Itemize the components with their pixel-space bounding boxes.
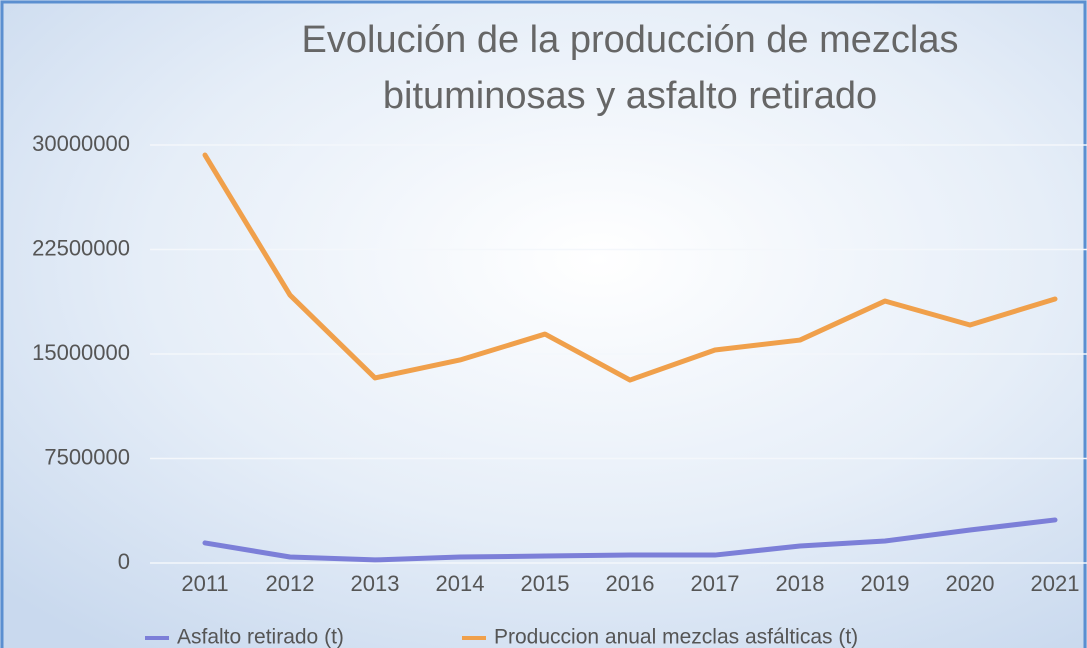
x-tick-label: 2021 bbox=[1031, 571, 1080, 596]
legend-label: Produccion anual mezclas asfálticas (t) bbox=[494, 626, 858, 648]
y-tick-label: 22500000 bbox=[32, 235, 130, 260]
x-tick-label: 2013 bbox=[351, 571, 400, 596]
legend-label: Asfalto retirado (t) bbox=[177, 626, 344, 648]
x-tick-label: 2020 bbox=[946, 571, 995, 596]
x-tick-label: 2012 bbox=[266, 571, 315, 596]
line bbox=[202, 152, 1058, 383]
y-tick-label: 15000000 bbox=[32, 340, 130, 365]
x-tick-label: 2011 bbox=[181, 571, 228, 596]
chart-title: Evolución de la producción de mezclas bbox=[302, 19, 959, 61]
x-tick-label: 2019 bbox=[861, 571, 910, 596]
chart-title: bituminosas y asfalto retirado bbox=[383, 75, 877, 117]
line bbox=[202, 517, 1058, 563]
x-tick-label: 2017 bbox=[691, 571, 740, 596]
y-tick-label: 7500000 bbox=[44, 444, 130, 469]
x-tick-label: 2015 bbox=[521, 571, 570, 596]
y-tick-label: 30000000 bbox=[32, 131, 130, 156]
y-tick-label: 0 bbox=[118, 549, 130, 574]
x-tick-label: 2016 bbox=[606, 571, 655, 596]
x-tick-label: 2018 bbox=[776, 571, 825, 596]
x-tick-label: 2014 bbox=[436, 571, 485, 596]
